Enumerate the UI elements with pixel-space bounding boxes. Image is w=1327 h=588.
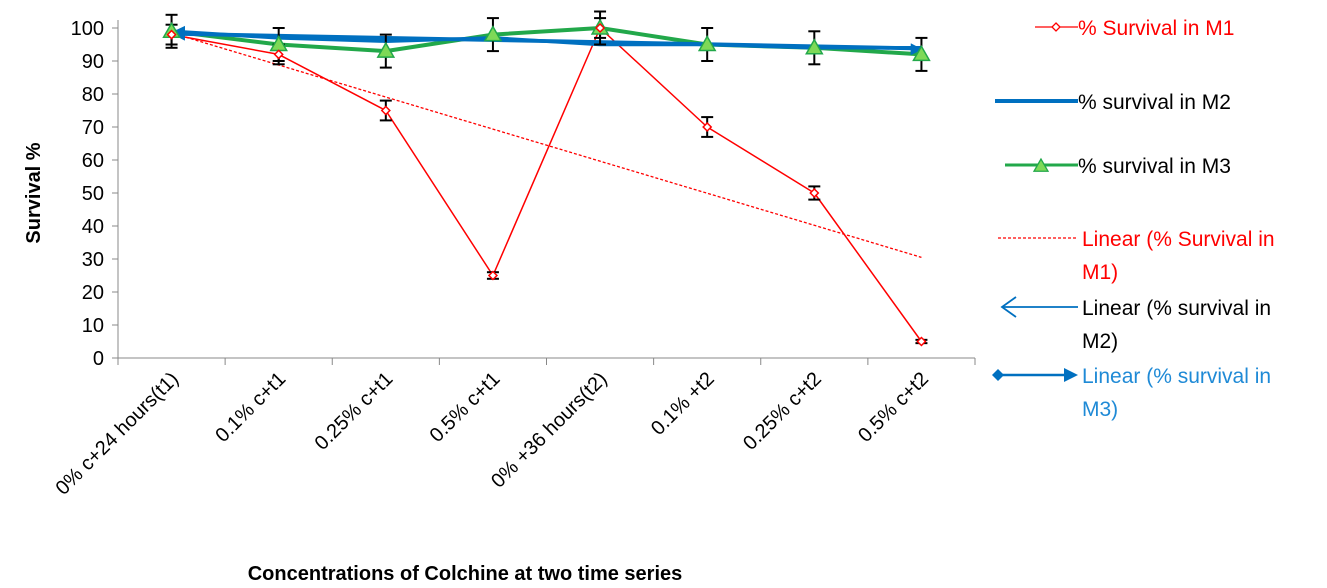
y-tick-label: 20 <box>82 282 104 304</box>
point-m3 <box>483 25 503 42</box>
point-m1 <box>380 105 391 116</box>
point-m1 <box>595 22 606 34</box>
point-m1 <box>809 187 820 199</box>
y-axis-title: Survival % <box>23 142 45 243</box>
point-m1 <box>702 121 713 133</box>
y-tick-label: 100 <box>71 18 104 40</box>
legend-label-m1: % Survival in M1 <box>1078 17 1234 40</box>
y-tick-label: 50 <box>82 183 104 205</box>
legend-marker-m1 <box>1051 22 1061 32</box>
x-axis-title: Concentrations of Colchine at two time s… <box>248 563 683 585</box>
legend-label-trend-m1-cont: M1) <box>1082 261 1118 284</box>
legend-arrow-trend-m2 <box>1000 296 1017 318</box>
legend-label-trend-m1: Linear (% Survival in <box>1082 228 1275 251</box>
legend-label-trend-m3: Linear (% survival in <box>1082 365 1271 388</box>
x-tick-label: 0.5% c+t1 <box>426 368 505 447</box>
axes: 0 10 20 30 40 50 60 70 80 90 100 0% c+24 hours(t1) 0… <box>23 18 976 585</box>
legend-marker-m3 <box>1032 157 1050 172</box>
y-tick-label: 0 <box>93 348 104 370</box>
point-m3 <box>376 41 396 58</box>
legend-label-m3: % survival in M3 <box>1078 155 1231 178</box>
trendline-m3 <box>171 33 923 56</box>
point-m1 <box>166 29 177 40</box>
x-tick-label: 0.5% c+t2 <box>854 368 933 447</box>
y-tick-label: 90 <box>82 51 104 73</box>
y-tick-label: 10 <box>82 315 104 337</box>
point-m1 <box>916 336 927 347</box>
plot-area <box>162 10 931 347</box>
x-tick-label: 0.25% c+t2 <box>739 368 826 455</box>
y-tick-label: 80 <box>82 84 104 106</box>
legend-label-m2: % survival in M2 <box>1078 91 1231 114</box>
x-tick-label: 0.25% c+t1 <box>311 368 398 455</box>
point-m1 <box>487 270 498 281</box>
legend-label-trend-m2-cont: M2) <box>1082 330 1118 353</box>
point-m1 <box>273 49 284 60</box>
y-tick-label: 40 <box>82 216 104 238</box>
legend-marker-trend-m3 <box>992 369 1004 381</box>
legend-label-trend-m3-cont: M3) <box>1082 398 1118 421</box>
series-line-m1 <box>171 27 923 342</box>
legend: % Survival in M1 % survival in M2 % surviv… <box>992 17 1275 421</box>
y-tick-label: 30 <box>82 249 104 271</box>
x-tick-label: 0% +36 hours(t2) <box>487 368 611 492</box>
legend-arrow-trend-m3 <box>1064 368 1078 382</box>
point-m3 <box>805 38 824 55</box>
point-m3 <box>912 44 931 62</box>
legend-label-trend-m2: Linear (% survival in <box>1082 297 1271 320</box>
point-m3 <box>697 34 717 52</box>
x-tick-label: 0% c+24 hours(t1) <box>52 368 184 500</box>
y-tick-label: 60 <box>82 150 104 172</box>
x-tick-label: 0.1% c+t1 <box>211 368 290 447</box>
y-tick-label: 70 <box>82 117 104 139</box>
trendline-m1 <box>171 32 922 258</box>
trendline-m2 <box>170 25 922 50</box>
x-tick-label: 0.1% +t2 <box>647 368 719 440</box>
